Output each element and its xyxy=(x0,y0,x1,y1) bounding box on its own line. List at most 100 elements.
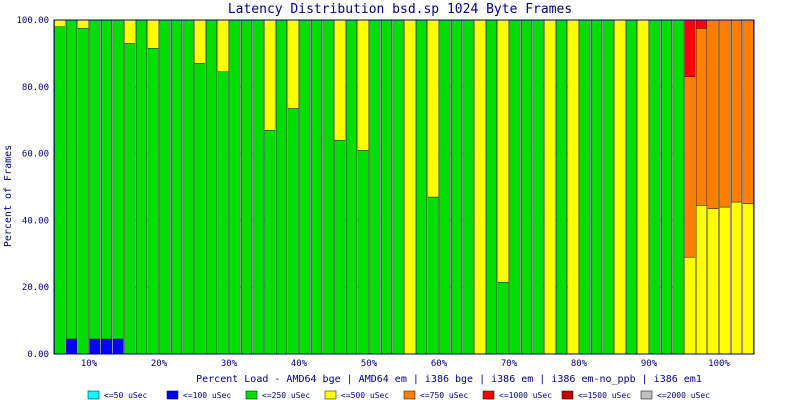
y-tick-labels: 0.00 20.00 40.00 60.00 80.00 100.00 xyxy=(16,16,49,360)
bar-segment xyxy=(719,206,731,355)
y-axis-label: Percent of Frames xyxy=(3,145,14,247)
legend-swatch xyxy=(482,390,495,400)
x-tick-label: 70% xyxy=(501,359,518,369)
legend-swatch xyxy=(166,390,179,400)
bar-segment xyxy=(287,108,299,355)
legend-swatch xyxy=(561,390,574,400)
x-tick-label: 100% xyxy=(708,359,730,369)
bar-segment xyxy=(112,338,124,355)
bar-segment xyxy=(124,43,136,355)
bar-segment xyxy=(65,338,78,355)
bar-segment xyxy=(147,19,159,49)
bar-segment xyxy=(380,19,393,355)
bar-segment xyxy=(579,19,591,355)
bar-segment xyxy=(217,71,229,355)
bar-segment xyxy=(194,19,206,64)
legend-swatch xyxy=(87,390,100,400)
bar-segment xyxy=(614,19,626,355)
legend-label: <=750 uSec xyxy=(420,391,468,400)
y-tick-label: 60.00 xyxy=(22,150,49,160)
y-tick-label: 80.00 xyxy=(22,83,49,93)
bar-segment xyxy=(65,19,78,340)
bar-segment xyxy=(135,19,148,355)
legend-label: <=500 uSec xyxy=(341,391,389,400)
bar-segment xyxy=(334,140,346,355)
bar-segment xyxy=(334,19,346,141)
bar-segment xyxy=(54,26,66,355)
legend-swatch xyxy=(245,390,258,400)
bar-segment xyxy=(695,205,708,355)
bar-segment xyxy=(719,19,731,208)
bar-segment xyxy=(695,28,708,206)
x-tick-label: 30% xyxy=(221,359,238,369)
bar-segment xyxy=(602,19,614,355)
bar-segment xyxy=(509,19,521,355)
bar-segment xyxy=(205,19,218,355)
bar-segment xyxy=(170,19,183,355)
bar-segment xyxy=(485,19,498,355)
x-tick-label: 90% xyxy=(641,359,658,369)
bar-segment xyxy=(427,196,439,355)
x-tick-label: 60% xyxy=(431,359,448,369)
y-tick-label: 100.00 xyxy=(16,16,49,26)
bar-segment xyxy=(54,19,66,27)
bar-segment xyxy=(252,19,264,355)
bar-segment xyxy=(427,19,439,198)
chart-title: Latency Distribution bsd.sp 1024 Byte Fr… xyxy=(228,2,572,17)
legend-swatch xyxy=(403,390,416,400)
bar-segment xyxy=(707,19,719,209)
bar-segment xyxy=(322,19,334,355)
plot-frame xyxy=(53,19,755,355)
bar-segment xyxy=(229,19,241,355)
bar-segment xyxy=(287,19,299,109)
y-tick-label: 20.00 xyxy=(22,283,49,293)
legend-label: <=2000 uSec xyxy=(657,391,710,400)
bar-segment xyxy=(77,28,89,355)
legend-label: <=250 uSec xyxy=(262,391,310,400)
bar-segment xyxy=(730,19,743,203)
bar-segment xyxy=(112,19,124,340)
bar-segment xyxy=(695,19,708,29)
bar-segment xyxy=(684,76,696,258)
bar-segment xyxy=(439,19,451,355)
x-tick-label: 10% xyxy=(81,359,98,369)
legend: <=50 uSec <=100 uSec <=250 uSec <=500 uSec <… xyxy=(87,390,710,400)
bar-segment xyxy=(520,19,533,355)
bar-segment xyxy=(637,19,649,355)
bar-segment xyxy=(124,19,136,44)
bar-segment xyxy=(660,19,673,355)
bar-segment xyxy=(392,19,404,355)
bar-segment xyxy=(264,130,276,355)
bar-segment xyxy=(100,19,113,340)
x-tick-label: 40% xyxy=(291,359,308,369)
legend-label: <=100 uSec xyxy=(183,391,231,400)
x-axis-label: Percent Load - AMD64 bge | AMD64 em | i3… xyxy=(196,374,702,385)
x-tick-label: 20% xyxy=(151,359,168,369)
legend-label: <=50 uSec xyxy=(104,391,148,400)
y-tick-label: 40.00 xyxy=(22,216,49,226)
bar-segment xyxy=(450,19,463,355)
bar-segment xyxy=(89,338,101,355)
y-tick-label: 0.00 xyxy=(27,350,49,360)
x-tick-labels: 10% 20% 30% 40% 50% 60% 70% 80% 90% 100% xyxy=(81,359,731,369)
bar-segment xyxy=(625,19,638,355)
bar-segment xyxy=(357,19,369,151)
plot-area xyxy=(54,20,754,354)
bar-segment xyxy=(742,203,754,355)
bar-segment xyxy=(299,19,311,355)
bar-segment xyxy=(684,19,696,77)
bar-segment xyxy=(194,63,206,355)
x-tick-label: 50% xyxy=(361,359,378,369)
bar-segment xyxy=(264,19,276,131)
bar-segment xyxy=(310,19,323,355)
bar-segment xyxy=(415,19,428,355)
bar-segment xyxy=(474,19,486,355)
bar-segment xyxy=(159,19,171,355)
bar-segment xyxy=(369,19,381,355)
legend-label: <=1500 uSec xyxy=(578,391,631,400)
bar-segment xyxy=(357,150,369,355)
bar-segment xyxy=(217,19,229,72)
bar-segment xyxy=(649,19,661,355)
bar-segment xyxy=(730,201,743,355)
